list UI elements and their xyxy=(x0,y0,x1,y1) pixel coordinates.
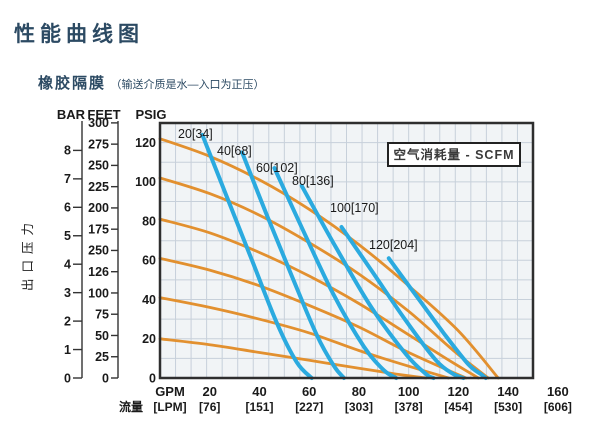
gpm-tick-label: 80 xyxy=(352,384,366,399)
x-axis-unit-lpm: [LPM] xyxy=(153,400,186,414)
plot-frame xyxy=(158,121,535,380)
y-axis-title: 出口压力 xyxy=(21,217,35,291)
psig-tick-label: 100 xyxy=(135,175,156,189)
subtitle-condition-note: （输送介质是水—入口为正压） xyxy=(110,79,265,91)
subtitle-material: 橡胶隔膜 xyxy=(38,75,107,92)
lpm-tick-label: [151] xyxy=(245,400,273,414)
feet-tick-label: 100 xyxy=(88,286,109,300)
bar-tick-label: 3 xyxy=(64,286,71,300)
page-title: 性能曲线图 xyxy=(14,23,144,46)
psig-tick-label: 120 xyxy=(135,136,156,150)
air-curve-100scfm xyxy=(339,225,466,380)
gpm-tick-label: 120 xyxy=(448,384,470,399)
bar-tick-label: 5 xyxy=(64,229,71,243)
feet-axis-header: FEET xyxy=(87,107,120,122)
pressure-curve-20psig xyxy=(158,337,428,380)
feet-tick-label: 50 xyxy=(95,329,109,343)
air-curve-label-80: 80[136] xyxy=(292,174,334,188)
pressure-curve-80psig xyxy=(158,217,480,380)
psig-tick-label: 20 xyxy=(142,332,156,346)
gpm-tick-label: 100 xyxy=(398,384,420,399)
feet-tick-label: 275 xyxy=(88,137,109,151)
psig-axis-ticks: 120 100 80 60 40 20 0 xyxy=(135,136,156,385)
legend: 空气消耗量 - SCFM xyxy=(387,142,521,167)
air-curve-label-100: 100[170] xyxy=(330,201,379,215)
air-curve-labels: 20[34] 40[68] 60[102] 80[136] 100[170] 1… xyxy=(178,127,418,252)
bar-axis-header: BAR xyxy=(57,107,86,122)
air-consumption-curves xyxy=(200,132,488,380)
feet-tick-label: 300 xyxy=(88,116,109,130)
lpm-tick-label: [303] xyxy=(345,400,373,414)
feet-tick-label: 175 xyxy=(88,222,109,236)
feet-tick-label: 225 xyxy=(88,180,109,194)
bar-tick-label: 2 xyxy=(64,314,71,328)
gpm-tick-label: 140 xyxy=(497,384,519,399)
legend-label: 空气消耗量 - SCFM xyxy=(393,147,514,162)
air-curve-label-20: 20[34] xyxy=(178,127,213,141)
gpm-tick-label: 60 xyxy=(302,384,316,399)
x-axis-unit-gpm: GPM xyxy=(155,384,185,399)
bar-tick-label: 7 xyxy=(64,172,71,186)
feet-tick-label: 200 xyxy=(88,201,109,215)
psig-tick-label: 40 xyxy=(142,293,156,307)
feet-tick-label: 250 xyxy=(88,244,109,258)
lpm-tick-label: [378] xyxy=(395,400,423,414)
lpm-tick-label: [454] xyxy=(444,400,472,414)
lpm-tick-label: [227] xyxy=(295,400,323,414)
air-curve-label-40: 40[68] xyxy=(217,144,252,158)
gpm-lpm-axis-ticks: 20[76] 40[151] 60[227] 80[303] 100[378] 120[4… xyxy=(199,384,572,414)
pressure-curve-40psig xyxy=(158,296,450,380)
x-axis-flow-caption: 流量 xyxy=(119,399,143,414)
air-curve-80scfm xyxy=(299,183,436,380)
air-curve-label-120: 120[204] xyxy=(369,238,418,252)
feet-tick-label: 0 xyxy=(102,371,109,385)
air-curve-60scfm xyxy=(272,166,399,380)
lpm-tick-label: [606] xyxy=(544,400,572,414)
psig-tick-label: 0 xyxy=(149,371,156,385)
bar-tick-label: 1 xyxy=(64,343,71,357)
pressure-curve-120psig xyxy=(158,137,500,380)
feet-tick-label: 126 xyxy=(88,265,109,279)
pressure-curve-60psig xyxy=(158,256,468,380)
feet-tick-label: 250 xyxy=(88,159,109,173)
pressure-curves xyxy=(158,137,500,380)
gpm-tick-label: 40 xyxy=(252,384,266,399)
gpm-tick-label: 160 xyxy=(547,384,569,399)
bar-tick-label: 8 xyxy=(64,144,71,158)
bar-tick-label: 6 xyxy=(64,201,71,215)
legend-box xyxy=(387,142,521,167)
bar-tick-label: 4 xyxy=(64,258,71,272)
bar-tick-label: 0 xyxy=(64,371,71,385)
air-curve-120scfm xyxy=(386,256,488,380)
psig-axis-header: PSIG xyxy=(135,107,166,122)
lpm-tick-label: [530] xyxy=(494,400,522,414)
lpm-tick-label: [76] xyxy=(199,400,220,414)
gpm-tick-label: 20 xyxy=(202,384,216,399)
bar-axis-ticks: 8 7 6 5 4 3 2 1 0 xyxy=(64,144,82,385)
air-curve-40scfm xyxy=(240,150,346,380)
feet-tick-label: 75 xyxy=(95,308,109,322)
psig-tick-label: 60 xyxy=(142,254,156,268)
psig-tick-label: 80 xyxy=(142,214,156,228)
feet-tick-label: 25 xyxy=(95,350,109,364)
air-curve-20scfm xyxy=(200,132,314,380)
pressure-curve-100psig xyxy=(158,176,490,380)
chart-subtitle: 橡胶隔膜 （输送介质是水—入口为正压） xyxy=(38,72,264,93)
air-curve-label-60: 60[102] xyxy=(256,161,298,175)
